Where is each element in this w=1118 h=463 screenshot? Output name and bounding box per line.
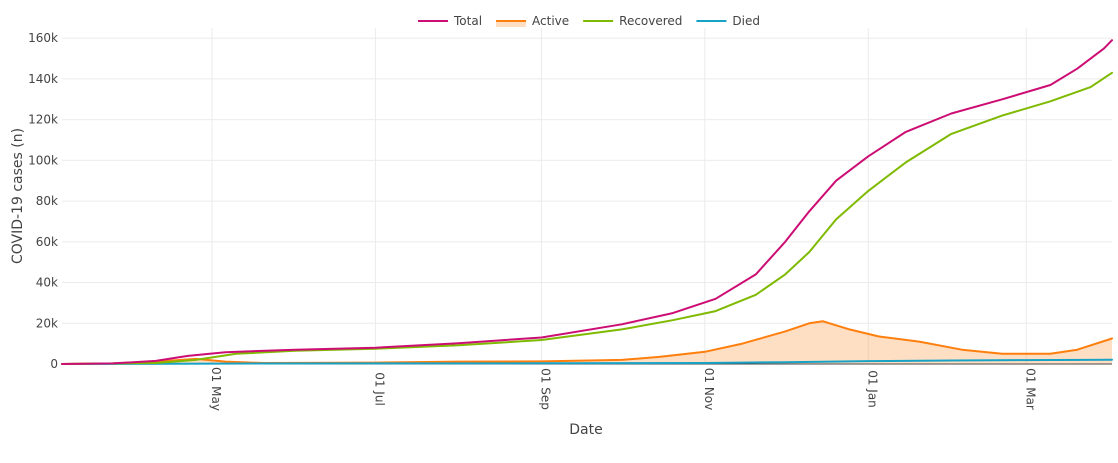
legend-label: Total — [453, 14, 482, 28]
y-tick-label: 0 — [50, 357, 58, 371]
x-tick-label: 01 May — [209, 367, 223, 411]
y-tick-label: 80k — [36, 194, 58, 208]
legend-item-recovered[interactable]: Recovered — [583, 14, 682, 28]
x-tick-label: 01 Nov — [702, 368, 716, 411]
x-axis-ticks: 01 May 01 Jul 01 Sep 01 Nov 01 Jan 01 Mar — [209, 367, 1037, 411]
area-fills — [62, 321, 1112, 364]
legend-label: Active — [532, 14, 569, 28]
x-tick-label: 01 Mar — [1023, 368, 1037, 410]
legend-label: Recovered — [619, 14, 682, 28]
y-tick-label: 160k — [28, 31, 58, 45]
series-lines — [61, 39, 1113, 365]
legend-item-died[interactable]: Died — [696, 14, 760, 28]
y-tick-label: 20k — [36, 316, 58, 330]
y-tick-label: 100k — [28, 153, 58, 167]
y-tick-label: 40k — [36, 276, 58, 290]
died-line — [61, 358, 1113, 365]
legend[interactable]: Total Active Recovered Died — [418, 14, 760, 28]
legend-item-total[interactable]: Total — [418, 14, 482, 28]
legend-label: Died — [732, 14, 760, 28]
y-tick-label: 60k — [36, 235, 58, 249]
x-tick-label: 01 Jan — [865, 370, 879, 408]
y-axis-label: COVID-19 cases (n) — [10, 128, 26, 264]
recovered-line — [61, 71, 1113, 365]
y-axis-ticks: 0 20k 40k 60k 80k 100k 120k 140k 160k — [28, 31, 58, 371]
total-line — [61, 39, 1113, 365]
active-area — [62, 321, 1112, 364]
active-line — [61, 320, 1113, 365]
y-tick-label: 120k — [28, 113, 58, 127]
legend-item-active[interactable]: Active — [496, 14, 569, 28]
grid — [62, 28, 1112, 365]
x-tick-label: 01 Sep — [538, 368, 552, 410]
x-axis-label: Date — [569, 422, 602, 438]
y-tick-label: 140k — [28, 72, 58, 86]
legend-swatch-fill — [496, 21, 527, 27]
x-tick-label: 01 Jul — [372, 372, 386, 406]
